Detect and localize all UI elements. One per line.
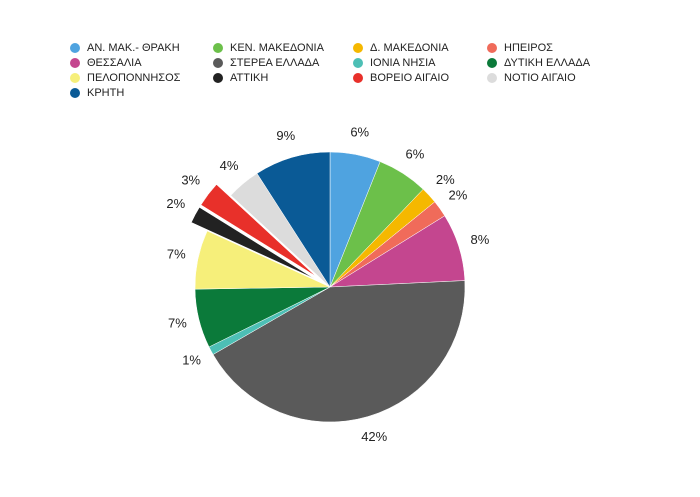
legend-marker	[353, 58, 363, 68]
legend-label: ΝΟΤΙΟ ΑΙΓΑΙΟ	[504, 72, 576, 84]
legend-marker	[487, 58, 497, 68]
legend-label: ΑΝ. ΜΑΚ.- ΘΡΑΚΗ	[87, 42, 180, 54]
pie-slice	[256, 151, 331, 288]
legend-marker	[213, 58, 223, 68]
data-label: 3%	[181, 172, 200, 187]
data-label: 8%	[471, 232, 490, 247]
legend-label: ΠΕΛΟΠΟΝΝΗΣΟΣ	[87, 72, 181, 84]
data-label: 1%	[182, 353, 201, 368]
legend-marker	[70, 58, 80, 68]
legend-label: ΚΡΗΤΗ	[87, 87, 124, 99]
data-label: 2%	[436, 172, 455, 187]
legend-marker	[70, 73, 80, 83]
legend-label: ΙΟΝΙΑ ΝΗΣΙΑ	[370, 57, 436, 69]
data-label: 4%	[220, 158, 239, 173]
pie-slice	[212, 280, 466, 423]
data-label: 7%	[168, 315, 187, 330]
pie-slice	[191, 206, 315, 279]
legend-label: ΒΟΡΕΙΟ ΑΙΓΑΙΟ	[370, 72, 449, 84]
legend-marker	[70, 43, 80, 53]
legend-marker	[487, 43, 497, 53]
data-label: 2%	[166, 196, 185, 211]
legend-label: ΘΕΣΣΑΛΙΑ	[87, 57, 142, 69]
legend-label: Δ. ΜΑΚΕΔΟΝΙΑ	[370, 42, 449, 54]
legend-marker	[213, 43, 223, 53]
legend-marker	[70, 88, 80, 98]
legend-marker	[213, 73, 223, 83]
legend-label: ΣΤΕΡΕΑ ΕΛΛΑΔΑ	[230, 57, 320, 69]
data-label: 42%	[361, 429, 387, 444]
legend-label: ΔΥΤΙΚΗ ΕΛΛΑΔΑ	[504, 57, 591, 69]
data-label: 9%	[276, 128, 295, 143]
legend-marker	[487, 73, 497, 83]
legend-label: ΚΕΝ. ΜΑΚΕΔΟΝΙΑ	[230, 42, 325, 54]
data-label: 6%	[350, 124, 369, 139]
data-label: 7%	[167, 246, 186, 261]
legend-marker	[353, 43, 363, 53]
pie-slice	[194, 230, 331, 290]
data-label: 2%	[448, 187, 467, 202]
data-label: 6%	[405, 146, 424, 161]
pie-slice	[200, 184, 316, 277]
legend-label: ΗΠΕΙΡΟΣ	[504, 42, 553, 54]
legend-marker	[353, 73, 363, 83]
legend-label: ΑΤΤΙΚΗ	[230, 72, 268, 84]
